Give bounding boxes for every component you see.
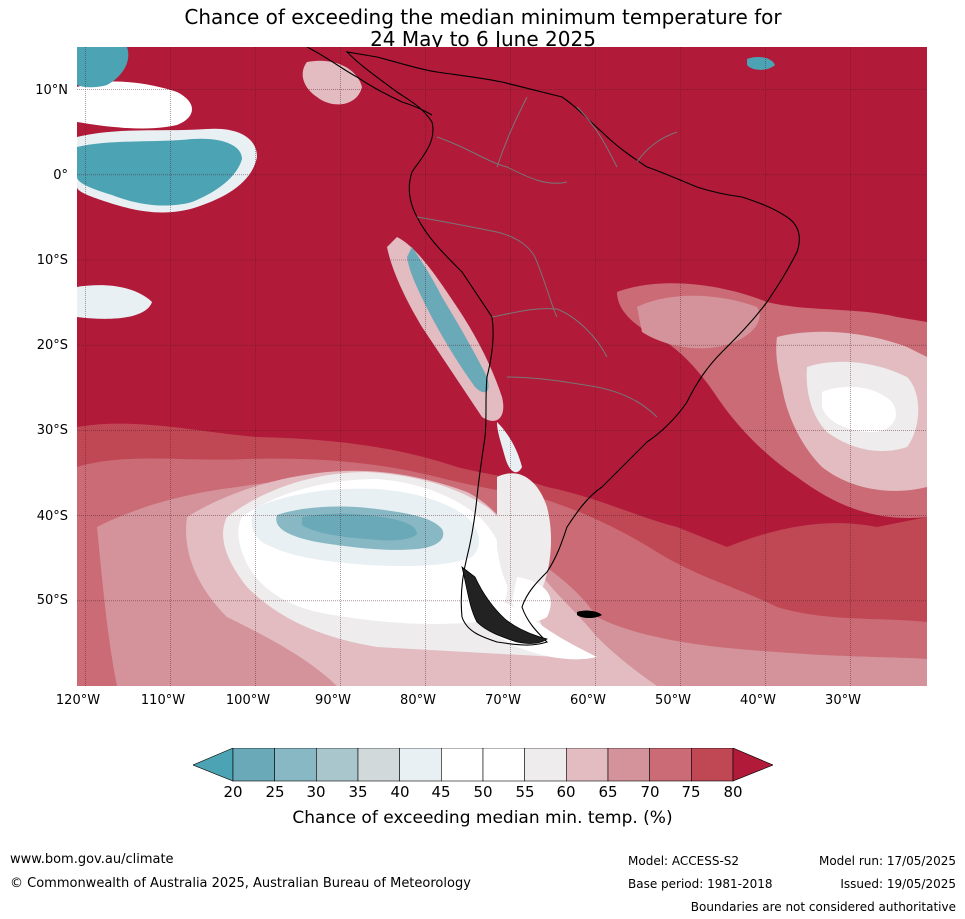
lat-label-20s: 20°S — [36, 338, 68, 353]
south-atlantic-band-50 — [822, 386, 896, 432]
footer-model-run: Model run: 17/05/2025 — [818, 854, 956, 868]
lon-label-70w: 70°W — [485, 693, 521, 708]
colorbar-cell-25 — [274, 748, 317, 782]
colorbar — [193, 748, 773, 782]
lat-label-40s: 40°S — [36, 509, 68, 524]
lon-label-100w: 100°W — [225, 693, 271, 708]
colorbar-tick-45: 45 — [431, 783, 451, 801]
colorbar-tick-20: 20 — [223, 783, 243, 801]
colorbar-tick-55: 55 — [515, 783, 535, 801]
colorbar-cell-50 — [482, 748, 525, 782]
footer-boundaries-note: Boundaries are not considered authoritat… — [690, 900, 956, 914]
map-grid — [77, 47, 927, 686]
footer-copyright: © Commonwealth of Australia 2025, Austra… — [10, 876, 471, 891]
brazil-coast-patch — [637, 295, 760, 349]
colorbar-cell-65 — [607, 748, 650, 782]
colorbar-tick-60: 60 — [556, 783, 576, 801]
colorbar-tick-80: 80 — [723, 783, 743, 801]
footer-model: Model: ACCESS-S2 — [628, 854, 740, 868]
lon-label-120w: 120°W — [55, 693, 101, 708]
central-america-coastline — [306, 47, 433, 116]
probability-map — [77, 47, 927, 686]
lat-label-50s: 50°S — [36, 593, 68, 608]
lon-label-40w: 40°W — [740, 693, 776, 708]
lon-label-30w: 30°W — [825, 693, 861, 708]
colorbar-cell-70 — [649, 748, 692, 782]
colorbar-high-extend — [732, 748, 773, 782]
colorbar-cell-60 — [566, 748, 609, 782]
colorbar-low-extend — [193, 748, 234, 782]
falkland-islands — [577, 610, 602, 618]
colorbar-cell-75 — [691, 748, 734, 782]
colorbar-tick-65: 65 — [598, 783, 618, 801]
colorbar-cell-55 — [524, 748, 567, 782]
pacific-blue-patch-north — [77, 81, 192, 129]
pacific-equator-blue — [77, 138, 242, 206]
colorbar-tick-40: 40 — [390, 783, 410, 801]
lon-label-50w: 50°W — [655, 693, 691, 708]
footer-base-period: Base period: 1981-2018 — [628, 877, 773, 891]
lat-label-10n: 10°N — [35, 83, 68, 98]
caribbean-blue — [747, 57, 775, 70]
colorbar-tick-25: 25 — [265, 783, 285, 801]
southern-band-20 — [302, 513, 417, 541]
south-america-coastline — [345, 51, 800, 646]
colorbar-cell-30 — [316, 748, 359, 782]
colorbar-tick-70: 70 — [640, 783, 660, 801]
lon-label-60w: 60°W — [570, 693, 606, 708]
lat-label-10s: 10°S — [36, 253, 68, 268]
pacific-patch-south — [77, 285, 152, 319]
colorbar-cell-40 — [399, 748, 442, 782]
tierra-del-fuego — [461, 565, 548, 644]
lon-label-90w: 90°W — [315, 693, 351, 708]
colorbar-tick-30: 30 — [306, 783, 326, 801]
colorbar-cell-45 — [441, 748, 484, 782]
colorbar-cells — [232, 748, 734, 782]
lat-label-0: 0° — [53, 168, 68, 183]
lon-label-110w: 110°W — [140, 693, 186, 708]
argentina-sea-light — [512, 577, 551, 622]
colorbar-tick-35: 35 — [348, 783, 368, 801]
peru-coast-blue — [407, 247, 489, 393]
chile-coast-light — [497, 422, 522, 473]
colorbar-tick-50: 50 — [473, 783, 493, 801]
footer-issued: Issued: 19/05/2025 — [840, 877, 956, 891]
footer-website: www.bom.gov.au/climate — [10, 852, 174, 867]
colorbar-label: Chance of exceeding median min. temp. (%… — [292, 808, 673, 828]
lon-label-80w: 80°W — [400, 693, 436, 708]
map-canvas — [77, 47, 927, 686]
lat-label-30s: 30°S — [36, 423, 68, 438]
country-borders — [416, 96, 678, 418]
colorbar-cell-35 — [357, 748, 400, 782]
pacific-blue-patch-nw — [77, 47, 129, 88]
colorbar-tick-75: 75 — [681, 783, 701, 801]
map-title-line-2: 24 May to 6 June 2025 — [370, 27, 596, 51]
map-title-line-1: Chance of exceeding the median minimum t… — [184, 5, 782, 29]
colorbar-cell-20 — [232, 748, 275, 782]
